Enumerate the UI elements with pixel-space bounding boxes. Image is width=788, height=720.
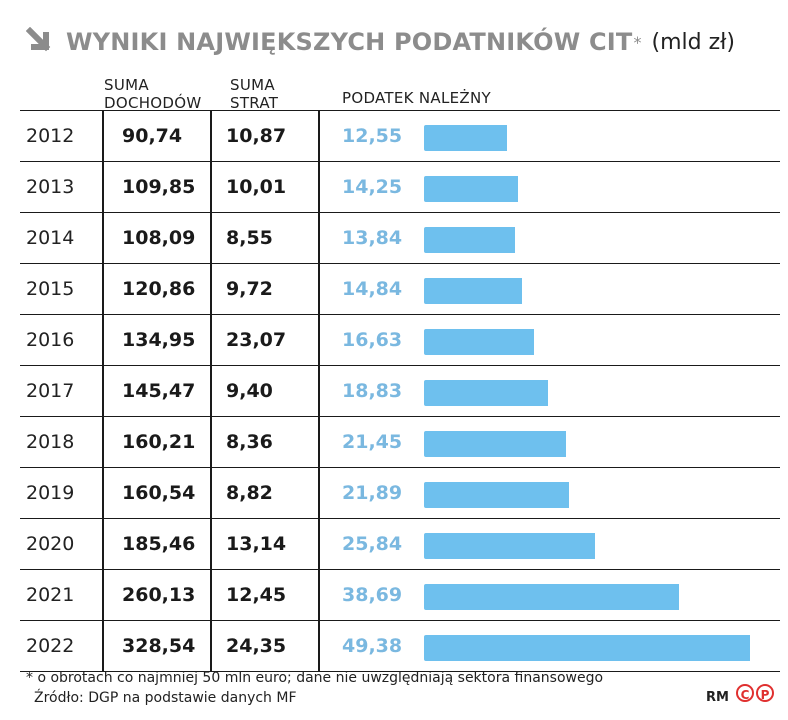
loss-cell: 23,07 (210, 315, 332, 365)
tax-bar (424, 584, 679, 610)
income-cell: 185,46 (102, 519, 228, 569)
income-cell: 160,54 (102, 468, 228, 518)
year-cell: 2017 (26, 380, 75, 402)
tax-value-label: 25,84 (318, 519, 422, 569)
source-note: Źródło: DGP na podstawie danych MF (34, 690, 297, 706)
tax-bar (424, 125, 507, 151)
income-cell: 134,95 (102, 315, 228, 365)
loss-cell: 9,40 (210, 366, 332, 416)
loss-cell: 8,82 (210, 468, 332, 518)
tax-value-label: 14,84 (318, 264, 422, 314)
table-row: 2020 185,46 13,14 25,84 (20, 518, 780, 569)
table-row: 2017 145,47 9,40 18,83 (20, 365, 780, 416)
income-cell: 108,09 (102, 213, 228, 263)
header-income: SUMA DOCHODÓW (104, 76, 202, 112)
loss-cell: 13,14 (210, 519, 332, 569)
year-cell: 2021 (26, 584, 75, 606)
header-tax: PODATEK NALEŻNY (342, 89, 491, 107)
tax-value-label: 12,55 (318, 111, 422, 161)
tax-value-label: 38,69 (318, 570, 422, 620)
table-row: 2016 134,95 23,07 16,63 (20, 314, 780, 365)
arrow-down-right-icon (26, 27, 51, 52)
year-cell: 2016 (26, 329, 75, 351)
year-cell: 2012 (26, 125, 75, 147)
logo-p: P (756, 684, 774, 702)
income-cell: 145,47 (102, 366, 228, 416)
title-text: WYNIKI NAJWIĘKSZYCH PODATNIKÓW CIT (66, 28, 633, 56)
tax-value-label: 21,89 (318, 468, 422, 518)
year-cell: 2014 (26, 227, 75, 249)
loss-cell: 10,01 (210, 162, 332, 212)
logo-c: C (736, 684, 754, 702)
loss-cell: 10,87 (210, 111, 332, 161)
year-cell: 2018 (26, 431, 75, 453)
tax-value-label: 16,63 (318, 315, 422, 365)
loss-cell: 9,72 (210, 264, 332, 314)
table-row: 2019 160,54 8,82 21,89 (20, 467, 780, 518)
income-cell: 160,21 (102, 417, 228, 467)
data-table: 2012 90,74 10,87 12,55 2013 109,85 10,01 14,25 2… (20, 110, 780, 672)
publisher-logo: C P (736, 684, 774, 702)
loss-cell: 24,35 (210, 621, 332, 671)
year-cell: 2019 (26, 482, 75, 504)
title-unit: (mld zł) (651, 29, 735, 55)
tax-value-label: 21,45 (318, 417, 422, 467)
table-row: 2022 328,54 24,35 49,38 (20, 620, 780, 672)
income-cell: 90,74 (102, 111, 228, 161)
tax-value-label: 18,83 (318, 366, 422, 416)
tax-bar (424, 380, 548, 406)
footnote: * o obrotach co najmniej 50 mln euro; da… (26, 670, 604, 686)
income-cell: 109,85 (102, 162, 228, 212)
header-loss: SUMA STRAT (230, 76, 279, 112)
tax-value-label: 13,84 (318, 213, 422, 263)
tax-bar (424, 329, 534, 355)
tax-bar (424, 431, 566, 457)
loss-cell: 12,45 (210, 570, 332, 620)
author-credit: RM (706, 690, 729, 705)
year-cell: 2015 (26, 278, 75, 300)
table-row: 2012 90,74 10,87 12,55 (20, 110, 780, 161)
table-row: 2013 109,85 10,01 14,25 (20, 161, 780, 212)
income-cell: 120,86 (102, 264, 228, 314)
year-cell: 2022 (26, 635, 75, 657)
tax-value-label: 49,38 (318, 621, 422, 671)
tax-bar (424, 227, 515, 253)
table-row: 2014 108,09 8,55 13,84 (20, 212, 780, 263)
tax-bar (424, 278, 522, 304)
income-cell: 328,54 (102, 621, 228, 671)
tax-bar (424, 533, 595, 559)
tax-bar (424, 482, 569, 508)
income-cell: 260,13 (102, 570, 228, 620)
table-row: 2015 120,86 9,72 14,84 (20, 263, 780, 314)
tax-value-label: 14,25 (318, 162, 422, 212)
loss-cell: 8,55 (210, 213, 332, 263)
table-row: 2018 160,21 8,36 21,45 (20, 416, 780, 467)
year-cell: 2013 (26, 176, 75, 198)
title-asterisk: * (633, 32, 642, 52)
tax-bar (424, 635, 750, 661)
loss-cell: 8,36 (210, 417, 332, 467)
year-cell: 2020 (26, 533, 75, 555)
tax-bar (424, 176, 518, 202)
table-row: 2021 260,13 12,45 38,69 (20, 569, 780, 620)
chart-title: WYNIKI NAJWIĘKSZYCH PODATNIKÓW CIT * (mld… (26, 22, 735, 62)
